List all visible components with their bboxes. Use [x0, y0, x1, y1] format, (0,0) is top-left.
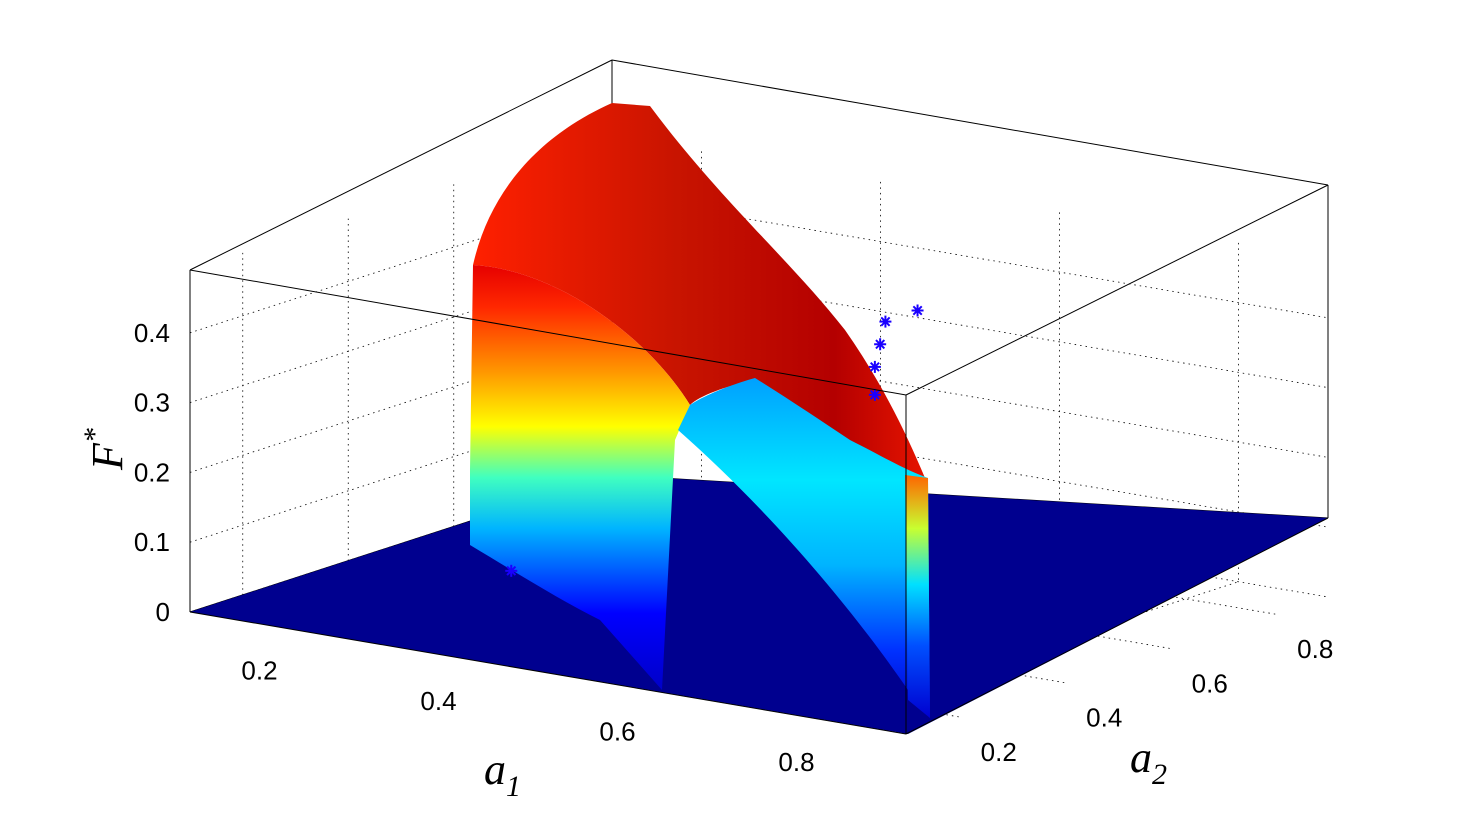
right-edge-wall	[905, 475, 930, 718]
y-tick-label: 0.4	[1086, 703, 1122, 733]
x-tick-label: 0.2	[241, 655, 277, 685]
marker-asterisk	[868, 388, 881, 401]
marker-asterisk	[874, 338, 887, 351]
y-tick-label: 0.2	[981, 737, 1017, 767]
gridline-x	[458, 178, 881, 659]
marker-group	[505, 304, 924, 577]
z-tick-label: 0.2	[134, 457, 170, 487]
tick-labels: 0.2 0.4 0.6 0.8 0.2 0.4 0.6 0.8 0 0.1 0.2 0.3 0.4	[134, 318, 1333, 777]
x-tick-label: 0.4	[420, 686, 456, 716]
marker-asterisk	[505, 564, 518, 577]
x-tick-label: 0.8	[778, 747, 814, 777]
gridline-x	[816, 239, 1239, 720]
axes-front-box	[189, 184, 1329, 735]
z-tick-label: 0.1	[134, 527, 170, 557]
marker-asterisk	[879, 315, 892, 328]
x-tick-label: 0.6	[599, 716, 635, 746]
marker-asterisk	[868, 360, 881, 373]
z-tick-label: 0	[156, 597, 170, 627]
surface-mesh	[470, 103, 930, 718]
y-axis-label: a2	[1130, 733, 1167, 791]
y-tick-label: 0.6	[1192, 668, 1228, 698]
marker-asterisk	[911, 304, 924, 317]
x-axis-label: a1	[484, 745, 521, 803]
gridline-x	[637, 209, 1060, 689]
z-tick-label: 0.4	[134, 318, 170, 348]
ridge-front-wall	[470, 265, 690, 690]
z-axis-label: F*	[78, 428, 132, 471]
valley-wall	[678, 378, 930, 718]
floor-surface	[190, 475, 1328, 734]
ridge-back-face	[473, 103, 925, 478]
y-tick-label: 0.8	[1297, 634, 1333, 664]
z-tick-label: 0.3	[134, 388, 170, 418]
